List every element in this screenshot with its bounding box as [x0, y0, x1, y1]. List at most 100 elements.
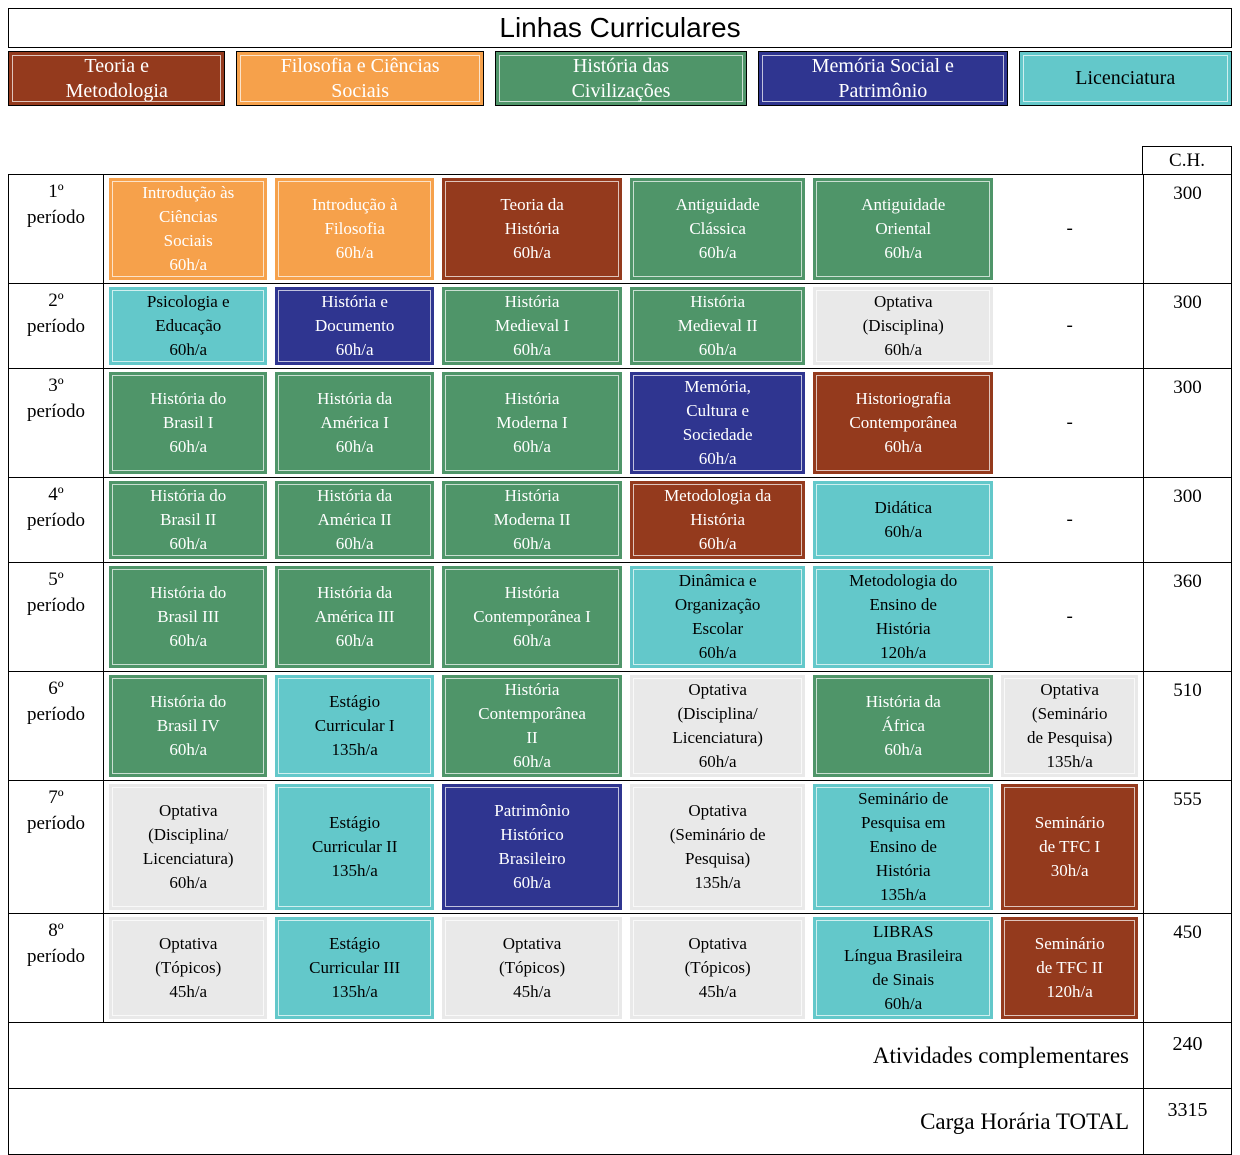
- period-row: 6º período História do Brasil IV 60h/a Est…: [9, 671, 1231, 780]
- legend-item-label: Teoria e Metodologia: [65, 54, 168, 102]
- period-label: 1º período: [9, 175, 104, 283]
- course-cell-text: História Moderna II 60h/a: [493, 486, 571, 553]
- course-cell-text: Optativa (Seminário de Pesquisa) 135h/a: [1026, 680, 1113, 771]
- course-cell-text: Optativa (Tópicos) 45h/a: [155, 934, 222, 1001]
- footer-row: Atividades complementares 240: [9, 1022, 1231, 1088]
- course-cell-text: LIBRAS Língua Brasileira de Sinais 60h/a: [843, 922, 963, 1013]
- period-label: 5º período: [9, 563, 104, 671]
- course-cell: História Contemporânea II 60h/a: [441, 675, 623, 777]
- course-area: Introdução às Ciências Sociais 60h/a Intr…: [104, 175, 1143, 283]
- course-cell-text: Memória, Cultura e Sociedade 60h/a: [682, 377, 753, 468]
- legend-item-label: Filosofia e Ciências Sociais: [280, 54, 440, 102]
- course-cell-text: História Moderna I 60h/a: [496, 389, 568, 456]
- course-cell: Seminário de TFC I 30h/a: [1001, 784, 1138, 910]
- empty-cell: -: [1066, 509, 1073, 530]
- period-row: 1º período Introdução às Ciências Sociais…: [9, 175, 1231, 283]
- course-cell: Dinâmica e Organização Escolar 60h/a: [630, 566, 806, 668]
- course-cell: Antiguidade Oriental 60h/a: [813, 178, 994, 280]
- course-cell: Introdução à Filosofia 60h/a: [275, 178, 434, 280]
- legend-item-licenciatura: Licenciatura: [1018, 51, 1232, 106]
- course-cell: Historiografia Contemporânea 60h/a: [813, 372, 994, 474]
- period-label: 3º período: [9, 369, 104, 477]
- course-cell: História da África 60h/a: [813, 675, 994, 777]
- ch-value: 300: [1143, 175, 1231, 283]
- course-area: Optativa (Tópicos) 45h/a Estágio Curricul…: [104, 914, 1143, 1022]
- course-cell: Metodologia da História 60h/a: [630, 481, 806, 559]
- course-cell: História do Brasil I 60h/a: [109, 372, 268, 474]
- course-cell: Estágio Curricular I 135h/a: [275, 675, 434, 777]
- ch-value: 555: [1143, 781, 1231, 913]
- course-cell-text: História Medieval I 60h/a: [495, 292, 570, 359]
- course-cell-text: História Medieval II 60h/a: [677, 292, 758, 359]
- course-cell-text: Psicologia e Educação 60h/a: [146, 292, 230, 359]
- course-cell: Antiguidade Clássica 60h/a: [630, 178, 806, 280]
- legend: Teoria e Metodologia Filosofia e Ciências…: [8, 51, 1232, 106]
- course-cell-text: Patrimônio Histórico Brasileiro 60h/a: [494, 801, 570, 892]
- course-cell: Teoria da História 60h/a: [441, 178, 623, 280]
- course-cell-text: História Contemporânea I 60h/a: [473, 583, 591, 650]
- period-row: 5º período História do Brasil III 60h/a Hi…: [9, 562, 1231, 671]
- course-cell-text: Seminário de Pesquisa em Ensino de Histó…: [858, 789, 949, 904]
- course-cell-text: Seminário de TFC I 30h/a: [1034, 813, 1105, 880]
- course-cell-text: Dinâmica e Organização Escolar 60h/a: [674, 571, 761, 662]
- course-cell: História da América III 60h/a: [275, 566, 434, 668]
- course-cell: Optativa (Tópicos) 45h/a: [441, 917, 623, 1019]
- period-label: 7º período: [9, 781, 104, 913]
- course-cell-text: História do Brasil III 60h/a: [150, 583, 227, 650]
- course-cell: Didática 60h/a: [813, 481, 994, 559]
- period-row: 2º período Psicologia e Educação 60h/a His…: [9, 283, 1231, 368]
- ch-column-header: C.H.: [1142, 146, 1232, 174]
- course-cell-text: Optativa (Tópicos) 45h/a: [499, 934, 566, 1001]
- course-cell: História do Brasil III 60h/a: [109, 566, 268, 668]
- empty-cell: -: [1066, 315, 1073, 336]
- course-cell-text: Optativa (Tópicos) 45h/a: [684, 934, 751, 1001]
- course-cell: Introdução às Ciências Sociais 60h/a: [109, 178, 268, 280]
- course-cell: Patrimônio Histórico Brasileiro 60h/a: [441, 784, 623, 910]
- course-cell: Seminário de TFC II 120h/a: [1001, 917, 1138, 1019]
- course-cell-text: História e Documento 60h/a: [315, 292, 395, 359]
- footer-label: Carga Horária TOTAL: [920, 1108, 1129, 1134]
- course-cell: Optativa (Disciplina/ Licenciatura) 60h/…: [109, 784, 268, 910]
- course-cell-text: História do Brasil II 60h/a: [150, 486, 227, 553]
- course-cell-text: Didática 60h/a: [874, 498, 933, 541]
- course-cell-text: Estágio Curricular III 135h/a: [309, 934, 401, 1001]
- ch-value: 450: [1143, 914, 1231, 1022]
- course-cell: Estágio Curricular III 135h/a: [275, 917, 434, 1019]
- footer-label: Atividades complementares: [872, 1042, 1129, 1068]
- ch-value: 300: [1143, 369, 1231, 477]
- course-cell: Seminário de Pesquisa em Ensino de Histó…: [813, 784, 994, 910]
- footer-value: 240: [1143, 1023, 1231, 1088]
- course-cell: Psicologia e Educação 60h/a: [109, 287, 268, 365]
- course-cell-text: Estágio Curricular II 135h/a: [311, 813, 398, 880]
- legend-item-label: Memória Social e Patrimônio: [811, 54, 954, 102]
- course-cell: Optativa (Tópicos) 45h/a: [630, 917, 806, 1019]
- course-cell-text: Introdução às Ciências Sociais 60h/a: [142, 183, 235, 274]
- period-row: 3º período História do Brasil I 60h/a Hist…: [9, 368, 1231, 477]
- ch-value: 360: [1143, 563, 1231, 671]
- course-area: História do Brasil II 60h/a História da A…: [104, 478, 1143, 562]
- course-cell: História Moderna II 60h/a: [441, 481, 623, 559]
- legend-item-teoria: Teoria e Metodologia: [8, 51, 226, 106]
- course-cell-text: História da América I 60h/a: [317, 389, 393, 456]
- course-cell: Optativa (Seminário de Pesquisa) 135h/a: [1001, 675, 1138, 777]
- course-area: História do Brasil IV 60h/a Estágio Curri…: [104, 672, 1143, 780]
- course-area: Psicologia e Educação 60h/a História e Do…: [104, 284, 1143, 368]
- course-cell: Optativa (Seminário de Pesquisa) 135h/a: [630, 784, 806, 910]
- period-label: 6º período: [9, 672, 104, 780]
- course-cell: Memória, Cultura e Sociedade 60h/a: [630, 372, 806, 474]
- course-cell-text: Metodologia do Ensino de História 120h/a: [849, 571, 958, 662]
- course-cell-text: Introdução à Filosofia 60h/a: [311, 195, 398, 262]
- course-cell: LIBRAS Língua Brasileira de Sinais 60h/a: [813, 917, 994, 1019]
- period-row: 7º período Optativa (Disciplina/ Licencia…: [9, 780, 1231, 913]
- legend-item-label: Licenciatura: [1075, 67, 1176, 89]
- course-cell: História do Brasil II 60h/a: [109, 481, 268, 559]
- legend-item-civilizacoes: História das Civilizações: [494, 51, 748, 106]
- legend-item-memoria: Memória Social e Patrimônio: [758, 51, 1008, 106]
- course-cell-text: Optativa (Disciplina/ Licenciatura) 60h/…: [672, 680, 763, 771]
- footer-row: Carga Horária TOTAL 3315: [9, 1088, 1231, 1154]
- course-cell-text: Teoria da História 60h/a: [500, 195, 564, 262]
- course-cell: História Medieval II 60h/a: [630, 287, 806, 365]
- ch-header-row: C.H.: [8, 146, 1232, 174]
- course-cell: Optativa (Tópicos) 45h/a: [109, 917, 268, 1019]
